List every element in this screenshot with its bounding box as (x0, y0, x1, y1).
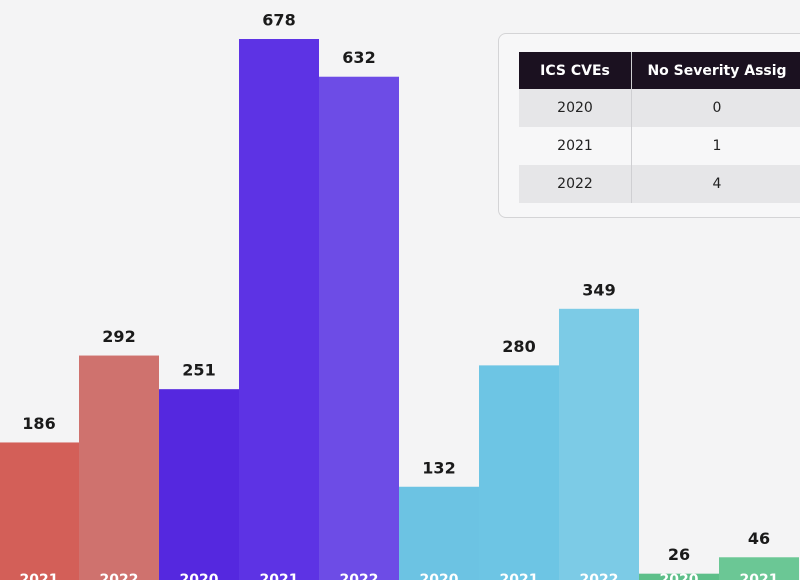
cell: 2021 (519, 127, 632, 165)
table-row: 2020 0 (519, 89, 800, 127)
value-label: 46 (748, 529, 770, 548)
bar (79, 355, 159, 580)
bar (479, 365, 559, 580)
bar (239, 39, 319, 580)
cell: 1 (712, 138, 722, 154)
value-label: 251 (182, 361, 215, 380)
table-row: 2021 1 (519, 127, 800, 165)
severity-table: ICS CVEs No Severity Assig 2020 0 2021 1… (519, 52, 800, 203)
table-card: ICS CVEs No Severity Assig 2020 0 2021 1… (498, 33, 800, 218)
value-label: 280 (502, 337, 535, 356)
value-label: 186 (22, 414, 55, 433)
bar (0, 442, 79, 580)
category-label: 2022 (340, 572, 379, 580)
bar (399, 486, 479, 580)
value-label: 349 (582, 280, 615, 299)
category-label: 2022 (580, 572, 619, 580)
value-label: 632 (342, 48, 375, 67)
bar (559, 308, 639, 580)
value-label: 292 (102, 327, 135, 346)
category-label: 2021 (500, 572, 539, 580)
header-cell: ICS CVEs (519, 52, 632, 89)
category-label: 2021 (20, 572, 59, 580)
bar (319, 76, 399, 580)
value-label: 26 (668, 545, 690, 564)
category-label: 2021 (740, 572, 779, 580)
bar (639, 573, 719, 580)
bar (719, 557, 799, 580)
category-label: 2020 (420, 572, 459, 580)
category-label: 2021 (260, 572, 299, 580)
category-label: 2020 (180, 572, 219, 580)
cell: 0 (631, 89, 800, 127)
cell: 2022 (519, 165, 632, 203)
category-label: 2020 (660, 572, 699, 580)
category-label: 2022 (100, 572, 139, 580)
value-label: 678 (262, 11, 295, 30)
cell: 2020 (519, 89, 632, 127)
value-label: 132 (422, 458, 455, 477)
cell: 4 (631, 165, 800, 203)
table-header: ICS CVEs No Severity Assig (519, 52, 800, 89)
header-cell: No Severity Assig (631, 52, 800, 89)
table-row: 2022 4 (519, 165, 800, 203)
bar (159, 389, 239, 580)
